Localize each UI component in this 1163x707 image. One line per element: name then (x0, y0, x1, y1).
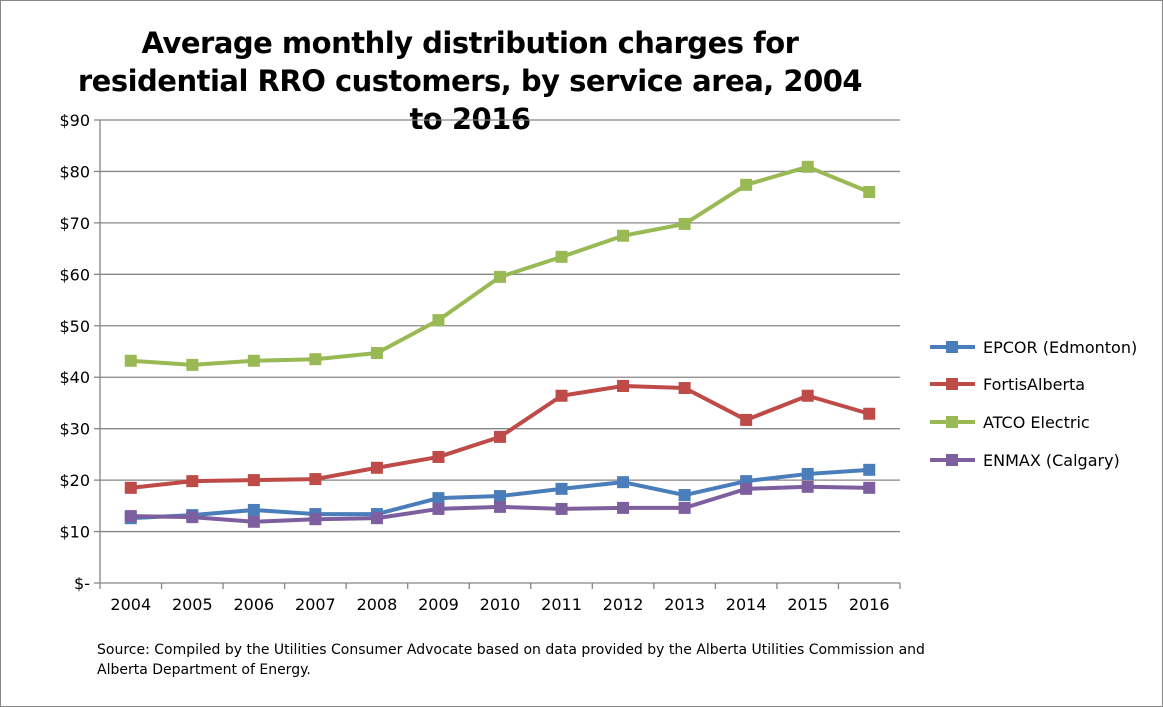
data-point (801, 160, 814, 173)
data-point (247, 515, 260, 528)
y-tick-label: $50 (59, 317, 90, 336)
legend-label: EPCOR (Edmonton) (983, 338, 1137, 357)
data-point (186, 511, 199, 524)
y-tick-label: $- (74, 574, 90, 593)
data-point (617, 501, 630, 514)
legend-marker (946, 416, 958, 428)
data-point (494, 500, 506, 513)
data-point (494, 490, 506, 503)
y-tick-label: $70 (59, 214, 90, 233)
data-point (186, 358, 199, 371)
y-tick-label: $60 (59, 265, 90, 284)
legend-marker (946, 454, 958, 466)
series-line-2 (130, 164, 870, 367)
x-tick-label: 2015 (787, 595, 828, 614)
data-point (370, 461, 383, 474)
data-point (247, 354, 260, 367)
y-tick-label: $10 (59, 523, 90, 542)
x-tick-label: 2016 (849, 595, 890, 614)
data-point (370, 347, 383, 360)
data-point (740, 178, 753, 191)
data-point (863, 407, 876, 420)
data-point (617, 229, 630, 242)
y-tick-label: $20 (59, 471, 90, 490)
data-point (432, 502, 445, 515)
data-point (740, 413, 753, 426)
data-point (863, 481, 876, 494)
data-point (432, 314, 445, 327)
data-point (678, 382, 691, 395)
x-tick-label: 2008 (357, 595, 398, 614)
x-tick-label: 2013 (664, 595, 705, 614)
x-tick-label: 2014 (726, 595, 767, 614)
x-tick-label: 2011 (541, 595, 582, 614)
data-point (678, 501, 691, 514)
x-tick-label: 2005 (172, 595, 213, 614)
data-point (370, 512, 383, 525)
data-point (186, 475, 199, 488)
data-point (617, 379, 630, 392)
source-note: Source: Compiled by the Utilities Consum… (97, 642, 925, 678)
data-point (432, 450, 445, 463)
data-point (555, 389, 568, 402)
x-tick-label: 2010 (480, 595, 521, 614)
data-point (494, 270, 506, 283)
data-point (555, 250, 568, 263)
data-point (678, 217, 691, 230)
legend-label: ATCO Electric (983, 413, 1090, 432)
x-tick-label: 2009 (418, 595, 459, 614)
data-point (124, 481, 137, 494)
data-point (678, 489, 691, 502)
y-tick-label: $90 (59, 111, 90, 130)
data-point (617, 476, 630, 489)
data-point (555, 502, 568, 515)
data-point (247, 503, 260, 516)
data-point (309, 473, 322, 486)
x-tick-label: 2006 (233, 595, 274, 614)
x-tick-label: 2012 (603, 595, 644, 614)
data-point (494, 430, 506, 443)
legend-label: FortisAlberta (983, 375, 1085, 394)
data-point (432, 492, 445, 505)
data-point (740, 482, 753, 495)
legend-marker (946, 378, 958, 390)
data-point (801, 389, 814, 402)
x-tick-label: 2004 (110, 595, 151, 614)
data-point (555, 482, 568, 495)
legend-marker (946, 341, 958, 353)
y-tick-label: $40 (59, 368, 90, 387)
data-point (124, 510, 137, 523)
data-point (247, 474, 260, 487)
data-point (309, 353, 322, 366)
data-point (309, 513, 322, 526)
data-point (863, 463, 876, 476)
x-tick-label: 2007 (295, 595, 336, 614)
data-point (801, 480, 814, 493)
data-point (863, 186, 876, 199)
y-tick-label: $30 (59, 420, 90, 439)
data-point (124, 354, 137, 367)
chart-title: Average monthly distribution charges for… (77, 26, 863, 136)
y-tick-label: $80 (59, 162, 90, 181)
legend-label: ENMAX (Calgary) (983, 451, 1120, 470)
data-point (801, 467, 814, 480)
